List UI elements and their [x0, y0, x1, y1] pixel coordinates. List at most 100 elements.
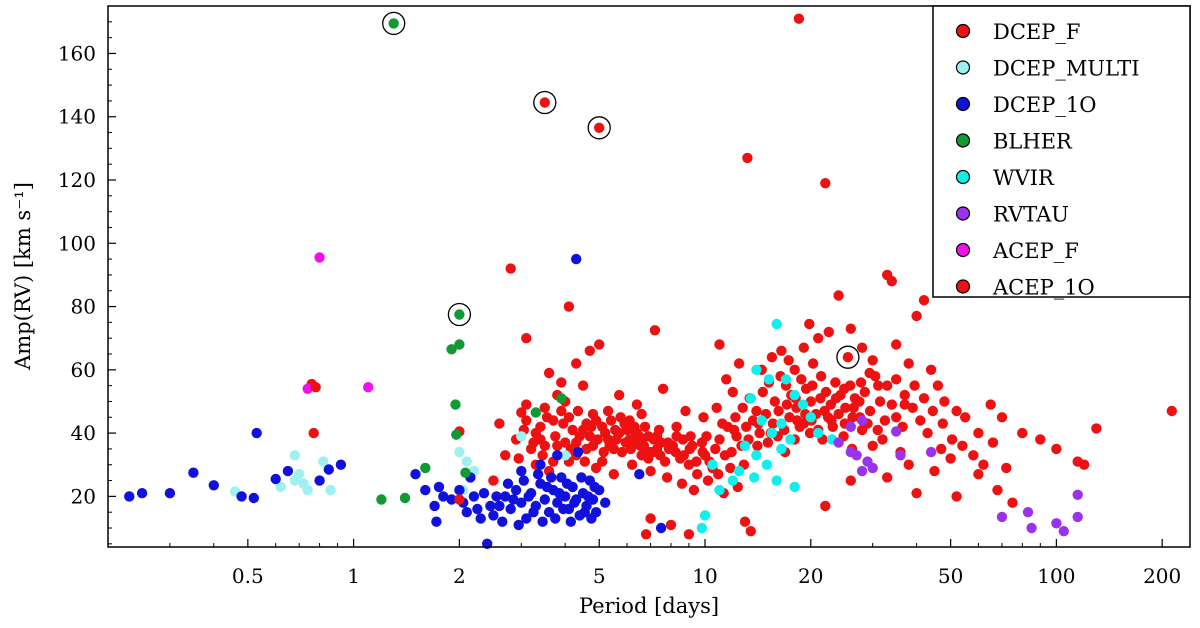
point-rvtau-14: [1072, 511, 1083, 523]
point-dcep-1o-63: [537, 516, 548, 527]
point-dcep-f-50: [739, 516, 751, 527]
point-dcep-f-307: [978, 459, 989, 470]
point-dcep-f-248: [886, 399, 897, 410]
point-dcep-f-0: [539, 97, 550, 108]
point-dcep-f-266: [624, 434, 635, 445]
point-acep-f-0: [314, 252, 325, 263]
point-dcep-f-308: [987, 437, 999, 448]
point-dcep-f-73: [567, 424, 578, 436]
point-dcep-f-195: [541, 412, 553, 423]
x-tick-label-4: 10: [692, 564, 717, 588]
point-dcep-f-48: [845, 475, 856, 486]
legend-marker-7: [955, 279, 971, 294]
point-dcep-f-185: [614, 389, 625, 401]
legend-label-6: ACEP_F: [992, 239, 1079, 263]
point-dcep-1o-33: [521, 513, 532, 524]
point-dcep-f-180: [727, 386, 738, 398]
point-dcep-f-222: [713, 469, 724, 480]
point-dcep-1o-19: [454, 484, 465, 496]
point-dcep-f-24: [903, 358, 914, 369]
point-dcep-f-259: [584, 431, 595, 442]
point-dcep-f-276: [678, 450, 689, 461]
point-dcep-f-99: [757, 386, 768, 398]
point-wvir-10: [785, 434, 796, 445]
point-rvtau-7: [895, 450, 906, 461]
x-tick-label-5: 20: [798, 564, 823, 588]
y-axis: 20 40 60 80 100 120 140 160: [58, 21, 116, 545]
point-wvir-2: [763, 374, 775, 385]
point-dcep-f-17: [833, 290, 844, 301]
point-dcep-1o-83: [516, 465, 527, 477]
point-dcep-f-290: [822, 412, 834, 423]
point-dcep-1o-2: [164, 488, 176, 499]
point-dcep-f-96: [737, 402, 748, 413]
legend-marker-2: [955, 96, 971, 112]
point-dcep-f-295: [864, 367, 875, 379]
point-dcep-1o-4: [208, 480, 219, 491]
point-dcep-f-134: [702, 475, 714, 486]
point-wvir-26: [776, 443, 787, 455]
point-dcep-f-54: [640, 529, 652, 540]
point-dcep-f-146: [636, 408, 647, 420]
highlight-ring-0: [382, 11, 406, 36]
point-dcep-1o-7: [248, 492, 259, 504]
point-dcep-1o-59: [518, 475, 529, 486]
point-dcep-1o-27: [488, 510, 499, 521]
point-dcep-1o-31: [510, 484, 522, 496]
point-dcep-f-10: [733, 358, 745, 369]
point-dcep-f-129: [626, 459, 638, 470]
point-dcep-f-301: [918, 393, 930, 404]
point-rvtau-0: [845, 421, 856, 432]
x-tick-label-7: 100: [1037, 564, 1075, 588]
point-dcep-f-44: [1007, 497, 1018, 508]
y-tick-label-3: 80: [71, 295, 96, 319]
point-dcep-f-59: [516, 407, 527, 418]
point-dcep-f-23: [891, 339, 902, 350]
point-dcep-1o-18: [446, 494, 457, 505]
point-dcep-f-299: [899, 399, 910, 410]
point-dcep-f-47: [882, 472, 893, 483]
point-acep-1o-4: [631, 427, 643, 439]
point-rvtau-17: [856, 465, 868, 477]
point-blher-10: [530, 407, 541, 418]
point-wvir-20: [789, 481, 800, 493]
point-dcep-f-16: [823, 326, 834, 338]
point-dcep-f-223: [719, 450, 731, 461]
point-dcep-f-113: [830, 377, 841, 388]
point-dcep-1o-70: [565, 516, 576, 527]
point-wvir-16: [761, 459, 773, 470]
point-dcep-f-166: [891, 412, 902, 423]
point-dcep-multi-3: [294, 469, 305, 480]
point-dcep-f-62: [577, 380, 589, 391]
point-dcep-f-65: [543, 367, 555, 379]
point-dcep-f-19: [856, 342, 868, 353]
point-dcep-1o-17: [429, 500, 440, 512]
point-dcep-f-255: [556, 405, 567, 417]
point-dcep-f-4: [820, 178, 831, 189]
point-dcep-f-12: [776, 345, 787, 356]
point-dcep-1o-77: [589, 481, 600, 493]
point-dcep-f-231: [767, 418, 779, 429]
legend-marker-5: [955, 206, 971, 221]
point-dcep-f-120: [864, 405, 876, 417]
point-dcep-1o-3: [188, 467, 199, 478]
point-rvtau-2: [891, 426, 902, 437]
point-blher-1: [454, 309, 465, 320]
point-dcep-f-179: [721, 374, 732, 385]
point-dcep-f-211: [639, 421, 651, 432]
point-dcep-f-130: [645, 465, 656, 477]
point-dcep-f-25: [911, 310, 922, 322]
point-dcep-f-122: [874, 396, 886, 407]
point-blher-4: [450, 399, 461, 410]
point-dcep-f-172: [929, 465, 940, 477]
point-dcep-f-227: [741, 421, 752, 432]
point-wvir-9: [776, 418, 787, 429]
x-tick-label-1: 1: [347, 564, 360, 588]
point-dcep-f-2: [742, 152, 753, 164]
point-rvtau-9: [996, 511, 1008, 523]
point-dcep-f-309: [1001, 462, 1012, 474]
point-dcep-f-143: [597, 456, 608, 467]
point-wvir-8: [766, 427, 778, 439]
point-dcep-f-35: [1017, 427, 1028, 439]
point-dcep-f-128: [608, 469, 619, 480]
